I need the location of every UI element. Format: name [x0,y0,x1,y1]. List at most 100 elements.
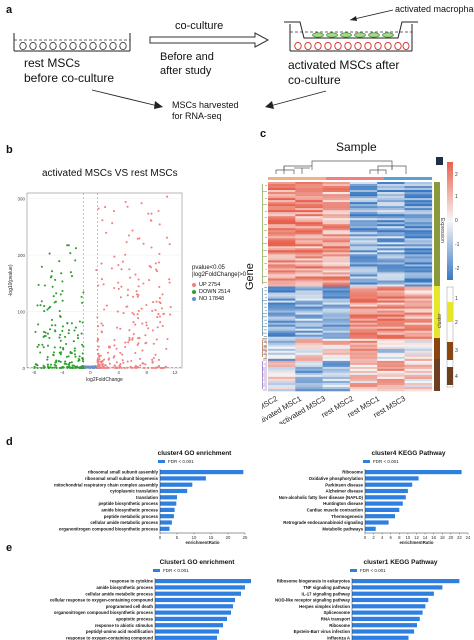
volcano-point [81,352,84,355]
heatmap-cell [377,360,405,364]
heatmap-cell [322,274,351,277]
volcano-point [132,295,135,298]
d-go-category-label: amide biosynthetic process [101,508,158,513]
heatmap-cell [268,198,296,201]
volcano-point [125,241,128,244]
heatmap-cell [295,318,323,322]
volcano-point [155,300,158,303]
heatmap-cell [322,306,351,309]
e-kegg-category-label: TNF signaling pathway [303,585,350,590]
heatmap-cell [268,286,296,289]
volcano-point [157,209,160,213]
heatmap-cell [295,274,323,277]
d-go-xtick: 25 [243,535,248,540]
heatmap-cell [268,208,296,211]
volcano-point [40,366,43,370]
heatmap-cell [404,374,433,378]
heatmap-cell [268,264,296,267]
volcano-point [36,366,39,370]
heatmap-cell [295,278,323,281]
volcano-point [162,366,165,370]
heatmap-cell [322,236,351,239]
volcano-point [98,354,101,357]
volcano-point [119,362,122,366]
volcano-point [126,294,129,297]
volcano-point [132,321,135,324]
volcano-point [101,363,104,366]
volcano-point [157,313,160,316]
volcano-point [95,269,98,272]
heatmap-cell [268,244,296,247]
volcano-point [149,266,152,269]
volcano-point [96,358,100,361]
heatmap-cell [349,206,378,209]
heatmap-cell [377,340,405,344]
volcano-point [99,360,102,363]
volcano-point [137,285,140,288]
volcano-point [97,363,100,366]
heatmap-cell [268,316,296,319]
heatmap-cell [322,286,351,289]
volcano-point [55,292,58,295]
volcano-point [36,304,39,307]
heatmap-cell [295,292,323,295]
heatmap-cell [377,262,405,265]
heatmap-cell [268,381,296,384]
volcano-point [117,281,120,284]
heatmap-cell [377,260,405,263]
volcano-point [54,324,57,327]
volcano-point [124,345,127,348]
heatmap-cell [404,336,433,340]
d-go-bar [160,514,174,519]
heatmap-cell [404,328,433,332]
e-go-category-label: organonitrogen compound biosynthetic pro… [54,610,154,615]
volcano-point [62,348,65,351]
heatmap-cell [322,383,351,386]
heatmap-cell [268,228,296,231]
volcano-point [51,366,54,369]
heatmap-cell [295,366,323,370]
volcano-point [48,336,51,339]
heatmap-cell [349,381,378,384]
volcano-point [108,362,111,365]
heatmap-cell [268,354,296,358]
heatmap-cell [349,186,378,189]
d-kegg-bar [365,476,419,481]
d-go-xtick: 10 [192,535,197,540]
heatmap-cell [322,228,351,231]
heatmap-cell [295,286,323,289]
heatmap-cell [404,332,433,336]
volcano-point [62,366,65,369]
heatmap-cell [295,268,323,271]
volcano-point [165,236,169,239]
volcano-point [48,252,51,255]
volcano-point [152,366,156,370]
volcano-point [43,366,46,369]
coculture-label: co-culture [175,20,224,32]
heatmap-cell [404,206,433,209]
legend-no: NO 17848 [192,295,230,302]
heatmap-cell [377,334,405,338]
heatmap-cell [295,206,323,209]
heatmap-cell [268,294,296,297]
heatmap-cell [322,292,351,295]
heatmap-cell [377,236,405,239]
heatmap-cell [295,378,323,382]
volcano-point [65,362,68,366]
volcano-point [53,301,56,304]
e-kegg-category-label: Spliceosome [323,610,350,615]
heatmap-cell [295,204,323,207]
heatmap-cell [404,370,433,374]
heatmap-cell [322,206,351,209]
heatmap-cell [295,387,323,390]
volcano-point [158,285,161,288]
heatmap-cell [349,310,378,313]
volcano-point [102,283,105,286]
volcano-point [150,366,154,370]
volcano-point [59,360,62,363]
e-kegg-category-label: IL-17 signaling pathway [302,591,351,596]
volcano-point [113,344,116,347]
heatmap-cell [349,362,378,366]
heatmap-cell [268,366,296,370]
volcano-point [155,338,158,341]
